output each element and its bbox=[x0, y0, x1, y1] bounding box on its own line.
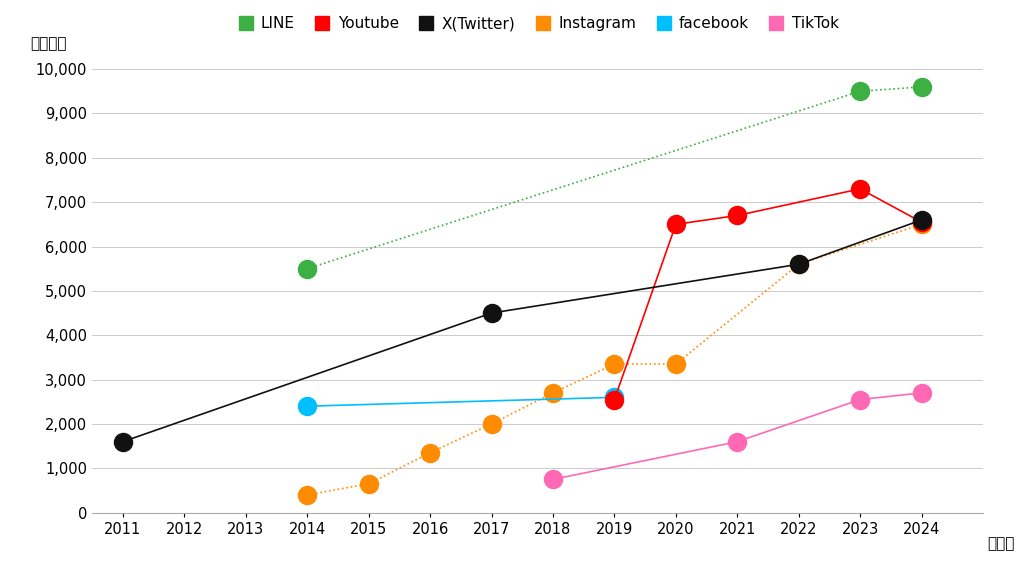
Instagram bbox=[547, 389, 559, 396]
LINE bbox=[915, 84, 928, 90]
Youtube bbox=[608, 396, 621, 403]
Instagram bbox=[362, 480, 375, 487]
Instagram bbox=[608, 361, 621, 367]
TikTok bbox=[915, 389, 928, 396]
Line: facebook: facebook bbox=[298, 388, 624, 415]
LINE bbox=[854, 88, 866, 94]
TikTok bbox=[731, 438, 743, 445]
Legend: LINE, Youtube, X(Twitter), Instagram, facebook, TikTok: LINE, Youtube, X(Twitter), Instagram, fa… bbox=[230, 10, 845, 37]
Line: Instagram: Instagram bbox=[298, 215, 931, 504]
Instagram bbox=[301, 491, 313, 498]
X(Twitter) bbox=[915, 217, 928, 223]
Instagram bbox=[793, 261, 805, 268]
X(Twitter) bbox=[117, 438, 129, 445]
Youtube bbox=[670, 221, 682, 228]
Line: LINE: LINE bbox=[298, 78, 931, 278]
Text: （万人）: （万人） bbox=[30, 36, 67, 51]
Instagram bbox=[670, 361, 682, 367]
Instagram bbox=[485, 420, 498, 427]
X(Twitter) bbox=[793, 261, 805, 268]
X(Twitter) bbox=[485, 310, 498, 317]
TikTok bbox=[854, 396, 866, 403]
Line: X(Twitter): X(Twitter) bbox=[114, 211, 931, 450]
Text: （年）: （年） bbox=[987, 536, 1015, 551]
Instagram bbox=[915, 221, 928, 228]
Instagram bbox=[424, 449, 436, 456]
Line: Youtube: Youtube bbox=[605, 180, 931, 408]
facebook bbox=[608, 394, 621, 401]
Line: TikTok: TikTok bbox=[544, 384, 931, 488]
Youtube bbox=[731, 212, 743, 219]
facebook bbox=[301, 403, 313, 410]
Youtube bbox=[915, 219, 928, 226]
TikTok bbox=[547, 476, 559, 483]
Youtube bbox=[854, 185, 866, 192]
LINE bbox=[301, 265, 313, 272]
